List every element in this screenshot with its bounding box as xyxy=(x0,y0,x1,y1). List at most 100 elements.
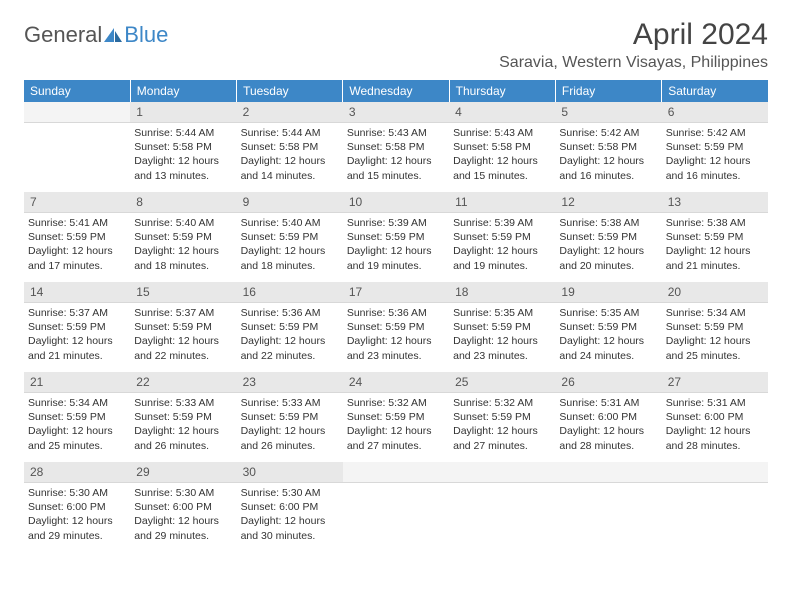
header: General Blue April 2024 Saravia, Western… xyxy=(24,18,768,72)
day-number xyxy=(449,462,555,483)
day-line: Sunset: 5:59 PM xyxy=(347,320,445,334)
day-content: Sunrise: 5:42 AMSunset: 5:59 PMDaylight:… xyxy=(662,123,768,189)
day-content: Sunrise: 5:30 AMSunset: 6:00 PMDaylight:… xyxy=(237,483,343,549)
day-line: Sunrise: 5:31 AM xyxy=(666,396,764,410)
calendar-day-cell: 10Sunrise: 5:39 AMSunset: 5:59 PMDayligh… xyxy=(343,192,449,282)
day-content: Sunrise: 5:34 AMSunset: 5:59 PMDaylight:… xyxy=(662,303,768,369)
day-content: Sunrise: 5:43 AMSunset: 5:58 PMDaylight:… xyxy=(449,123,555,189)
day-content: Sunrise: 5:38 AMSunset: 5:59 PMDaylight:… xyxy=(555,213,661,279)
day-line: Daylight: 12 hours and 26 minutes. xyxy=(241,424,339,452)
day-content: Sunrise: 5:37 AMSunset: 5:59 PMDaylight:… xyxy=(24,303,130,369)
day-line: Daylight: 12 hours and 14 minutes. xyxy=(241,154,339,182)
day-line: Sunset: 5:59 PM xyxy=(559,230,657,244)
day-number xyxy=(343,462,449,483)
day-content: Sunrise: 5:36 AMSunset: 5:59 PMDaylight:… xyxy=(343,303,449,369)
calendar-day-cell: 23Sunrise: 5:33 AMSunset: 5:59 PMDayligh… xyxy=(237,372,343,462)
logo: General Blue xyxy=(24,22,168,48)
day-line: Sunset: 6:00 PM xyxy=(28,500,126,514)
day-line: Daylight: 12 hours and 18 minutes. xyxy=(134,244,232,272)
calendar-day-cell: 28Sunrise: 5:30 AMSunset: 6:00 PMDayligh… xyxy=(24,462,130,552)
day-line: Sunrise: 5:35 AM xyxy=(559,306,657,320)
day-line: Daylight: 12 hours and 21 minutes. xyxy=(666,244,764,272)
title-block: April 2024 Saravia, Western Visayas, Phi… xyxy=(499,18,768,72)
day-number: 9 xyxy=(237,192,343,213)
day-line: Daylight: 12 hours and 22 minutes. xyxy=(134,334,232,362)
day-line: Sunrise: 5:40 AM xyxy=(134,216,232,230)
weekday-header: Monday xyxy=(130,80,236,102)
day-number: 13 xyxy=(662,192,768,213)
day-number: 24 xyxy=(343,372,449,393)
day-line: Daylight: 12 hours and 19 minutes. xyxy=(453,244,551,272)
day-line: Daylight: 12 hours and 26 minutes. xyxy=(134,424,232,452)
day-line: Sunset: 5:59 PM xyxy=(453,410,551,424)
day-number: 22 xyxy=(130,372,236,393)
calendar-day-cell: 13Sunrise: 5:38 AMSunset: 5:59 PMDayligh… xyxy=(662,192,768,282)
day-line: Sunset: 5:59 PM xyxy=(134,410,232,424)
day-line: Sunset: 5:58 PM xyxy=(347,140,445,154)
day-line: Sunrise: 5:31 AM xyxy=(559,396,657,410)
day-line: Sunset: 5:59 PM xyxy=(666,320,764,334)
day-line: Sunrise: 5:37 AM xyxy=(28,306,126,320)
day-number: 23 xyxy=(237,372,343,393)
weekday-header: Friday xyxy=(555,80,661,102)
calendar-week-row: 7Sunrise: 5:41 AMSunset: 5:59 PMDaylight… xyxy=(24,192,768,282)
day-line: Daylight: 12 hours and 15 minutes. xyxy=(347,154,445,182)
day-line: Daylight: 12 hours and 27 minutes. xyxy=(347,424,445,452)
day-line: Sunrise: 5:30 AM xyxy=(134,486,232,500)
day-line: Sunrise: 5:38 AM xyxy=(666,216,764,230)
calendar-week-row: 14Sunrise: 5:37 AMSunset: 5:59 PMDayligh… xyxy=(24,282,768,372)
calendar-day-cell: 26Sunrise: 5:31 AMSunset: 6:00 PMDayligh… xyxy=(555,372,661,462)
day-line: Sunrise: 5:40 AM xyxy=(241,216,339,230)
day-number: 1 xyxy=(130,102,236,123)
calendar-day-cell: 24Sunrise: 5:32 AMSunset: 5:59 PMDayligh… xyxy=(343,372,449,462)
day-line: Sunset: 5:58 PM xyxy=(453,140,551,154)
day-number: 26 xyxy=(555,372,661,393)
day-content: Sunrise: 5:44 AMSunset: 5:58 PMDaylight:… xyxy=(130,123,236,189)
day-line: Sunset: 5:59 PM xyxy=(666,140,764,154)
day-line: Sunrise: 5:35 AM xyxy=(453,306,551,320)
day-line: Sunrise: 5:34 AM xyxy=(28,396,126,410)
day-content: Sunrise: 5:44 AMSunset: 5:58 PMDaylight:… xyxy=(237,123,343,189)
calendar-day-cell: 20Sunrise: 5:34 AMSunset: 5:59 PMDayligh… xyxy=(662,282,768,372)
day-number: 6 xyxy=(662,102,768,123)
day-content: Sunrise: 5:39 AMSunset: 5:59 PMDaylight:… xyxy=(449,213,555,279)
day-content: Sunrise: 5:38 AMSunset: 5:59 PMDaylight:… xyxy=(662,213,768,279)
day-line: Sunset: 5:59 PM xyxy=(666,230,764,244)
day-line: Sunset: 6:00 PM xyxy=(134,500,232,514)
calendar-day-cell: 25Sunrise: 5:32 AMSunset: 5:59 PMDayligh… xyxy=(449,372,555,462)
calendar-day-cell: 16Sunrise: 5:36 AMSunset: 5:59 PMDayligh… xyxy=(237,282,343,372)
calendar-day-cell: 6Sunrise: 5:42 AMSunset: 5:59 PMDaylight… xyxy=(662,102,768,192)
day-number: 4 xyxy=(449,102,555,123)
day-line: Sunset: 5:59 PM xyxy=(241,410,339,424)
calendar-day-cell: 29Sunrise: 5:30 AMSunset: 6:00 PMDayligh… xyxy=(130,462,236,552)
day-content: Sunrise: 5:31 AMSunset: 6:00 PMDaylight:… xyxy=(555,393,661,459)
day-content: Sunrise: 5:33 AMSunset: 5:59 PMDaylight:… xyxy=(237,393,343,459)
day-content: Sunrise: 5:35 AMSunset: 5:59 PMDaylight:… xyxy=(449,303,555,369)
day-line: Daylight: 12 hours and 27 minutes. xyxy=(453,424,551,452)
day-line: Sunrise: 5:32 AM xyxy=(453,396,551,410)
calendar-day-cell: 19Sunrise: 5:35 AMSunset: 5:59 PMDayligh… xyxy=(555,282,661,372)
day-line: Sunrise: 5:41 AM xyxy=(28,216,126,230)
day-line: Sunrise: 5:42 AM xyxy=(666,126,764,140)
day-line: Sunset: 6:00 PM xyxy=(666,410,764,424)
day-line: Sunrise: 5:42 AM xyxy=(559,126,657,140)
weekday-header: Saturday xyxy=(662,80,768,102)
day-number: 21 xyxy=(24,372,130,393)
day-line: Sunrise: 5:38 AM xyxy=(559,216,657,230)
day-line: Sunrise: 5:44 AM xyxy=(134,126,232,140)
weekday-header: Tuesday xyxy=(237,80,343,102)
day-number: 28 xyxy=(24,462,130,483)
calendar-day-cell: 9Sunrise: 5:40 AMSunset: 5:59 PMDaylight… xyxy=(237,192,343,282)
day-line: Daylight: 12 hours and 19 minutes. xyxy=(347,244,445,272)
calendar-day-cell: 14Sunrise: 5:37 AMSunset: 5:59 PMDayligh… xyxy=(24,282,130,372)
day-line: Sunrise: 5:32 AM xyxy=(347,396,445,410)
day-line: Sunrise: 5:39 AM xyxy=(453,216,551,230)
logo-sail-icon xyxy=(104,28,122,42)
calendar-day-cell: 4Sunrise: 5:43 AMSunset: 5:58 PMDaylight… xyxy=(449,102,555,192)
day-number xyxy=(24,102,130,123)
day-line: Daylight: 12 hours and 30 minutes. xyxy=(241,514,339,542)
month-title: April 2024 xyxy=(499,18,768,52)
calendar-day-cell: 12Sunrise: 5:38 AMSunset: 5:59 PMDayligh… xyxy=(555,192,661,282)
day-line: Daylight: 12 hours and 16 minutes. xyxy=(559,154,657,182)
day-line: Sunset: 6:00 PM xyxy=(241,500,339,514)
